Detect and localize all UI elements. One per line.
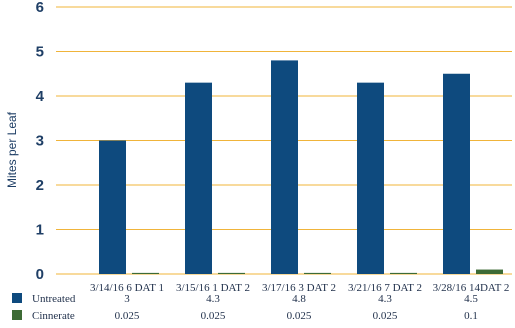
legend-swatch <box>12 293 22 303</box>
data-label: 4.5 <box>464 293 478 305</box>
data-label: 4.3 <box>206 293 220 305</box>
category-label: 3/21/16 7 DAT 2 <box>348 282 422 294</box>
data-table: Untreated 3 4.3 4.8 4.3 4.5 Cinnerate 0.025 0.02… <box>12 293 478 322</box>
y-tick-label: 0 <box>36 266 44 283</box>
bar-untreated <box>271 60 298 275</box>
data-label: 4.3 <box>378 293 392 305</box>
bar-cinnerate <box>390 272 417 274</box>
bar-cinnerate <box>304 272 331 274</box>
y-tick-label: 6 <box>36 0 44 16</box>
data-label: 4.8 <box>292 293 306 305</box>
y-axis-label: Mites per Leaf <box>5 111 19 188</box>
category-label: 3/17/16 3 DAT 2 <box>262 282 336 294</box>
data-label: 0.1 <box>464 310 478 322</box>
y-tick-label: 1 <box>36 222 44 239</box>
y-axis-ticks: 0 1 2 3 4 5 6 <box>36 0 45 283</box>
bar-untreated <box>357 82 384 275</box>
data-label: 0.025 <box>201 310 226 322</box>
data-label: 3 <box>124 293 130 305</box>
legend-label: Untreated <box>32 293 76 305</box>
bar-cinnerate <box>218 272 245 274</box>
bars <box>99 60 503 275</box>
y-tick-label: 3 <box>36 133 44 150</box>
bar-untreated <box>99 140 126 274</box>
y-tick-label: 4 <box>36 88 45 105</box>
category-label: 3/15/16 1 DAT 2 <box>176 282 250 294</box>
bar-untreated <box>443 73 470 274</box>
data-label: 0.025 <box>115 310 140 322</box>
category-labels: 3/14/16 6 DAT 1 3/15/16 1 DAT 2 3/17/16 3 … <box>90 282 509 294</box>
y-tick-label: 2 <box>36 177 44 194</box>
category-label: 3/28/16 14DAT 2 <box>433 282 510 294</box>
bar-cinnerate <box>132 272 159 274</box>
y-tick-label: 5 <box>36 44 44 61</box>
bar-cinnerate <box>476 269 503 274</box>
category-label: 3/14/16 6 DAT 1 <box>90 282 164 294</box>
data-label: 0.025 <box>373 310 398 322</box>
data-label: 0.025 <box>287 310 312 322</box>
legend-swatch <box>12 310 22 320</box>
bar-untreated <box>185 82 212 275</box>
legend-label: Cinnerate <box>32 310 75 322</box>
